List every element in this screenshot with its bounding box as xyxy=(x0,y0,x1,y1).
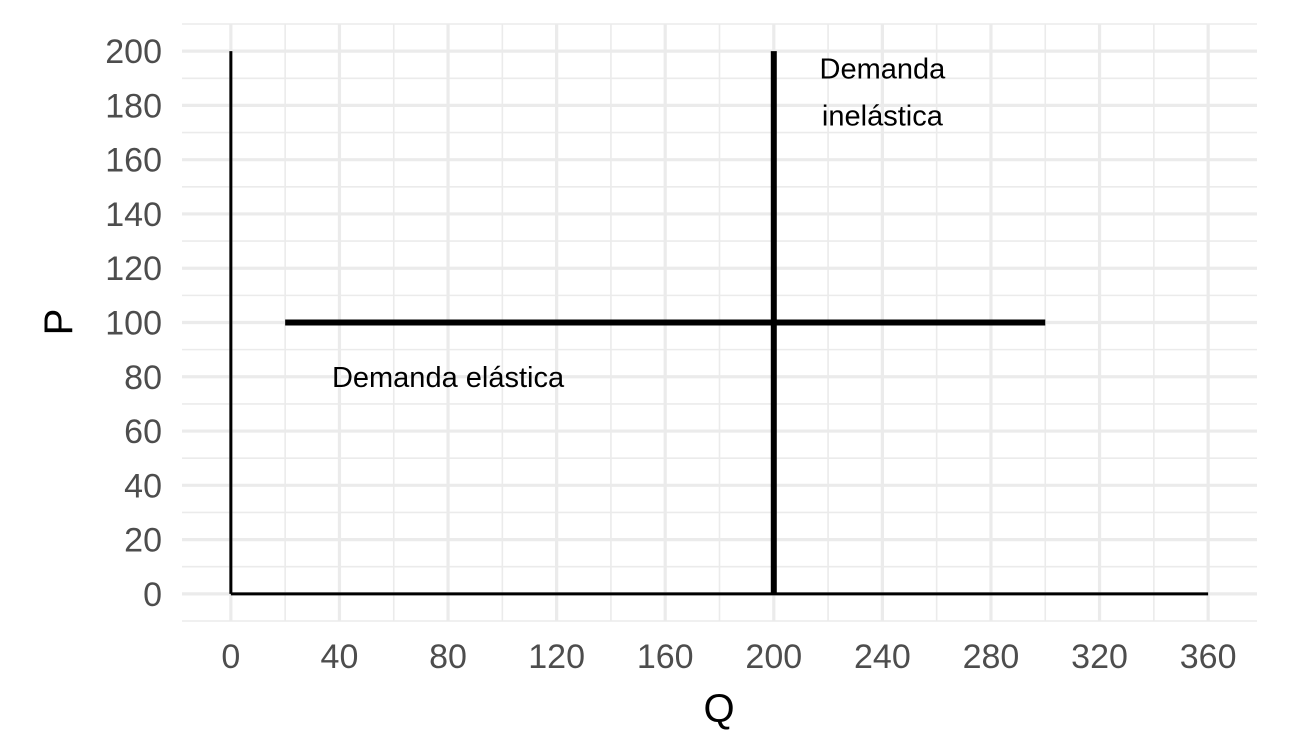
y-tick-label: 200 xyxy=(105,33,162,71)
y-tick-label: 20 xyxy=(124,522,162,560)
annotation-label: inelástica xyxy=(822,100,944,132)
annotations: Demanda elástica Demanda inelástica xyxy=(332,53,946,393)
x-tick-label: 80 xyxy=(429,638,467,676)
x-tick-label: 120 xyxy=(528,638,585,676)
x-tick-label: 0 xyxy=(221,638,240,676)
y-tick-label: 160 xyxy=(105,142,162,180)
axis-lines xyxy=(229,51,1209,596)
annotation-label: Demanda xyxy=(820,53,947,85)
x-tick-label: 200 xyxy=(745,638,802,676)
y-tick-label: 100 xyxy=(105,305,162,343)
x-tick-label: 40 xyxy=(321,638,359,676)
series-lines xyxy=(285,51,1046,594)
y-axis-ticks: 0 20 40 60 80 100 120 140 160 180 200 xyxy=(105,33,162,614)
y-tick-label: 40 xyxy=(124,467,162,505)
y-tick-label: 140 xyxy=(105,196,162,234)
x-tick-label: 320 xyxy=(1071,638,1128,676)
x-tick-label: 240 xyxy=(854,638,911,676)
y-tick-label: 60 xyxy=(124,413,162,451)
y-tick-label: 80 xyxy=(124,359,162,397)
y-axis-title: P xyxy=(37,309,81,336)
y-tick-label: 120 xyxy=(105,250,162,288)
y-tick-label: 0 xyxy=(143,576,162,614)
y-tick-label: 180 xyxy=(105,87,162,125)
x-tick-label: 360 xyxy=(1180,638,1237,676)
x-axis-title: Q xyxy=(703,687,734,731)
x-tick-label: 280 xyxy=(963,638,1020,676)
x-tick-label: 160 xyxy=(637,638,694,676)
grid-minor xyxy=(182,23,1257,622)
x-axis-ticks: 0 40 80 120 160 200 240 280 320 360 xyxy=(221,638,1236,676)
annotation-label: Demanda elástica xyxy=(332,362,565,394)
